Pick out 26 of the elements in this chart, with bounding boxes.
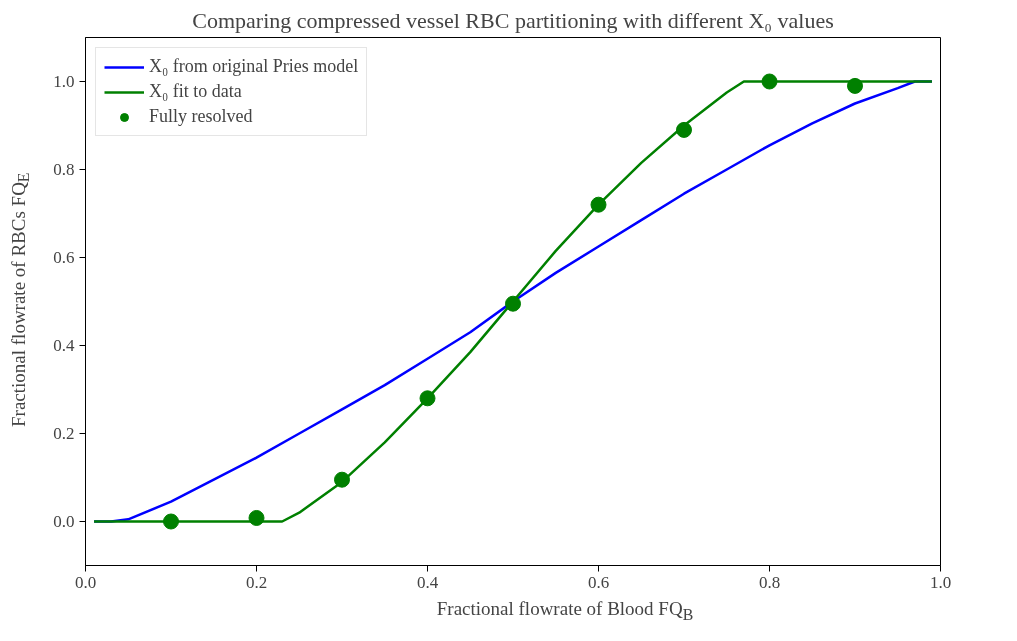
point xyxy=(248,509,265,526)
y-tick-label: 0.8 xyxy=(53,160,75,179)
y-tick-label: 0.4 xyxy=(53,336,75,355)
y-tick-label: 0.2 xyxy=(53,424,75,443)
x-tick-label: 0.4 xyxy=(416,572,439,592)
point xyxy=(334,471,350,488)
point xyxy=(847,77,863,94)
x-tick-label: 0.0 xyxy=(74,572,97,592)
point xyxy=(761,73,778,90)
legend-label: Fully resolved xyxy=(149,106,253,127)
point xyxy=(505,295,521,312)
point xyxy=(676,121,692,138)
y-tick-label: 0.6 xyxy=(53,248,75,267)
legend-label: X₀ fit to data xyxy=(149,81,242,102)
y-tick-label: 1.0 xyxy=(53,72,75,91)
x-axis-title: Fractional flowrate of Blood FQ$_{B}$ xyxy=(436,597,694,625)
point xyxy=(163,513,179,530)
legend-label: X₀ from original Pries model xyxy=(149,56,359,77)
point xyxy=(590,196,607,213)
x-tick-label: 0.2 xyxy=(245,572,268,592)
x-tick-label: 1.0 xyxy=(929,572,952,592)
x-tick-label: 0.6 xyxy=(587,572,610,592)
chart-title: Comparing compressed vessel RBC partitioning with different X₀ values xyxy=(192,7,834,33)
x-tick-label: 0.8 xyxy=(758,572,781,592)
point xyxy=(419,390,436,407)
y-tick-label: 0.0 xyxy=(53,512,75,531)
